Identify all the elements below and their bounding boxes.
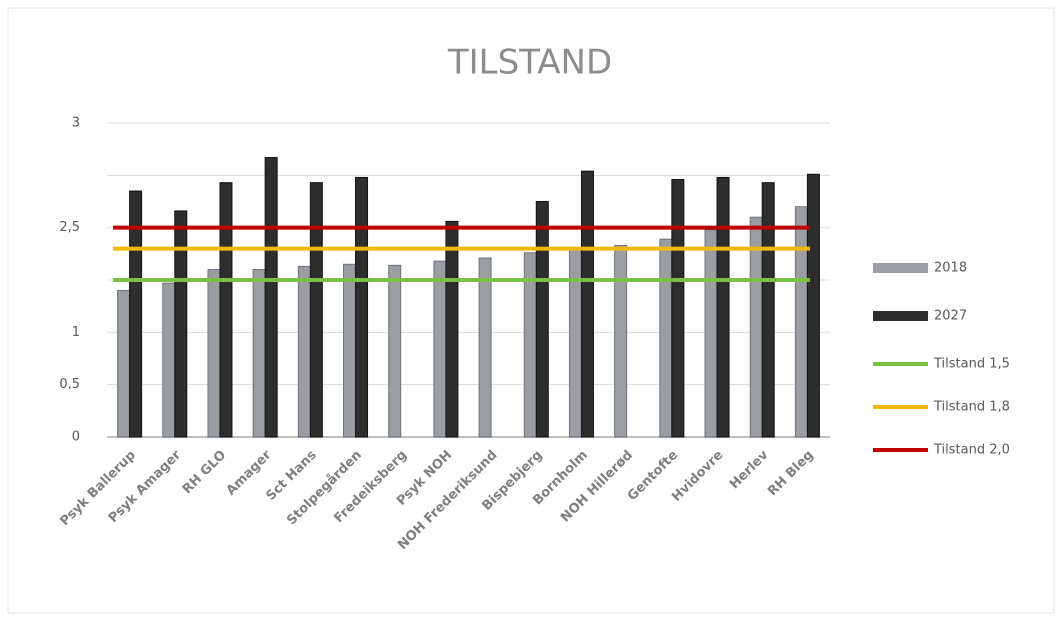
bar xyxy=(252,269,266,438)
legend-label: 2027 xyxy=(934,309,967,324)
bar xyxy=(117,289,131,438)
bar xyxy=(343,263,357,438)
bar xyxy=(671,179,685,438)
bar xyxy=(704,229,718,438)
legend-label: Tilstand 1,8 xyxy=(933,400,1010,415)
bar xyxy=(219,182,233,438)
bar xyxy=(207,269,221,438)
bar xyxy=(614,244,628,438)
bar xyxy=(568,249,582,438)
bar xyxy=(794,206,808,438)
bar xyxy=(716,176,730,438)
legend-label: Tilstand 1,5 xyxy=(933,357,1010,372)
y-tick-label: 3 xyxy=(72,116,80,131)
bar xyxy=(433,260,447,438)
bar xyxy=(355,176,369,438)
bar xyxy=(309,182,323,438)
legend-swatch xyxy=(873,263,928,273)
bar xyxy=(580,170,594,438)
bar xyxy=(264,157,278,438)
legend-swatch xyxy=(873,311,928,321)
bar xyxy=(761,182,775,438)
y-tick-label: 0,5 xyxy=(59,377,80,392)
y-tick-label: 1 xyxy=(72,325,80,340)
y-tick-label: 0 xyxy=(72,430,80,445)
bar xyxy=(535,201,549,438)
chart-title: TILSTAND xyxy=(447,43,612,83)
bar xyxy=(388,264,402,438)
y-tick-label: 2,5 xyxy=(59,220,80,235)
bar xyxy=(659,238,673,438)
bar xyxy=(806,173,820,438)
legend-label: 2018 xyxy=(934,261,967,276)
bar xyxy=(174,210,188,438)
legend-label: Tilstand 2,0 xyxy=(933,443,1010,458)
bar xyxy=(478,257,492,438)
bar xyxy=(129,190,143,438)
bar xyxy=(445,220,459,438)
bar xyxy=(297,265,311,438)
bar xyxy=(162,282,176,438)
